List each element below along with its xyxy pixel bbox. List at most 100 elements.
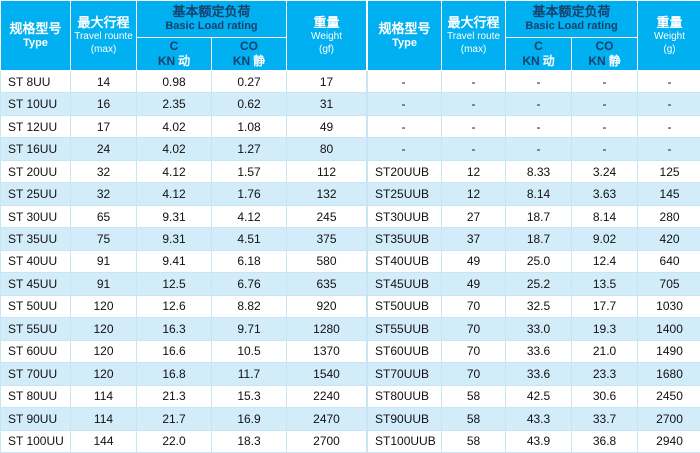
- col-header-travel: 最大行程 Travel rounte (max): [70, 0, 137, 71]
- cell-travel-max: 49: [441, 272, 507, 296]
- cell-type: ST30UUB: [367, 204, 443, 229]
- col-header-travel-en: Travel route: [447, 31, 500, 43]
- cell-co-static: 4.51: [210, 227, 288, 251]
- cell-weight: 1280: [286, 317, 368, 341]
- spec-table-right-body: - - - - - - - - - - - - - - - - - - - - ST20UUB 12 8.33 3.24 125…: [367, 69, 700, 453]
- cell-c-dynamic: 4.02: [136, 137, 212, 161]
- col-header-weight-unit: (gf): [319, 43, 335, 55]
- cell-type: ST100UUB: [367, 429, 443, 453]
- cell-c-dynamic: 9.41: [136, 249, 212, 274]
- col-header-type-en: Type: [392, 36, 417, 49]
- co-label: CO: [240, 39, 258, 53]
- cell-c-dynamic: 21.7: [136, 407, 212, 431]
- cell-c-dynamic: 12.6: [136, 294, 212, 319]
- cell-c-dynamic: 16.6: [136, 339, 212, 364]
- cell-weight: 80: [286, 137, 368, 161]
- cell-weight: 1370: [286, 339, 368, 364]
- cell-type: ST 40UU: [0, 249, 71, 274]
- col-group-basic-load: 基本额定负荷 Basic Load rating: [135, 0, 288, 38]
- cell-weight: 1400: [637, 317, 700, 341]
- cell-type: ST20UUB: [367, 159, 443, 184]
- cell-weight: 17: [286, 69, 368, 94]
- cell-c-dynamic: 33.6: [505, 339, 573, 364]
- cell-type: ST 55UU: [0, 317, 71, 341]
- cell-co-static: 12.4: [571, 249, 639, 274]
- cell-c-dynamic: 12.5: [136, 272, 212, 296]
- cell-type: ST70UUB: [367, 362, 443, 386]
- cell-co-static: 3.24: [571, 159, 639, 184]
- cell-travel-max: 120: [70, 294, 137, 319]
- cell-co-static: 15.3: [210, 384, 288, 409]
- cell-type: ST 35UU: [0, 227, 71, 251]
- cell-weight: -: [637, 92, 700, 116]
- cell-travel-max: 12: [441, 159, 507, 184]
- cell-weight: 132: [286, 182, 368, 206]
- cell-type: -: [367, 69, 443, 94]
- table-row: ST 80UU 114 21.3 15.3 2240: [0, 384, 368, 409]
- cell-travel-max: 70: [441, 362, 507, 386]
- table-row: ST50UUB 70 32.5 17.7 1030: [367, 294, 700, 319]
- cell-weight: -: [637, 137, 700, 161]
- cell-weight: 2700: [637, 407, 700, 431]
- col-header-weight: 重量 Weight (gf): [286, 0, 368, 71]
- co-unit: KN: [588, 54, 606, 68]
- cell-type: -: [367, 137, 443, 161]
- cell-co-static: 9.71: [210, 317, 288, 341]
- cell-c-dynamic: 18.7: [505, 227, 573, 251]
- cell-co-static: 23.3: [571, 362, 639, 386]
- col-header-weight-unit: (g): [663, 43, 676, 55]
- cell-travel-max: 24: [70, 137, 137, 161]
- cell-co-static: 0.27: [210, 69, 288, 94]
- c-cn-suffix: 动: [178, 54, 191, 68]
- cell-weight: 2240: [286, 384, 368, 409]
- table-row: ST30UUB 27 18.7 8.14 280: [367, 204, 700, 229]
- cell-weight: 375: [286, 227, 368, 251]
- cell-type: ST 8UU: [0, 69, 71, 94]
- cell-c-dynamic: 25.0: [505, 249, 573, 274]
- cell-weight: 640: [637, 249, 700, 274]
- cell-co-static: -: [571, 69, 639, 94]
- col-header-travel-max: (max): [460, 43, 487, 55]
- cell-c-dynamic: 9.31: [136, 227, 212, 251]
- col-header-weight-en: Weight: [654, 31, 685, 43]
- cell-c-dynamic: 4.12: [136, 182, 212, 206]
- cell-type: ST 100UU: [0, 429, 71, 453]
- cell-travel-max: 37: [441, 227, 507, 251]
- cell-c-dynamic: 8.33: [505, 159, 573, 184]
- table-row: ST 10UU 16 2.35 0.62 31: [0, 92, 368, 116]
- table-row: ST90UUB 58 43.3 33.7 2700: [367, 407, 700, 431]
- col-header-type: 规格型号 Type: [0, 0, 71, 71]
- cell-travel-max: 58: [441, 407, 507, 431]
- cell-co-static: 9.02: [571, 227, 639, 251]
- table-row: -----: [367, 69, 700, 94]
- cell-travel-max: 91: [70, 272, 137, 296]
- cell-c-dynamic: 18.7: [505, 204, 573, 229]
- cell-travel-max: 49: [441, 249, 507, 274]
- cell-co-static: 1.08: [210, 114, 288, 139]
- col-group-basic-load-en: Basic Load rating: [525, 20, 618, 33]
- table-row: ST60UUB 70 33.6 21.0 1490: [367, 339, 700, 364]
- col-header-travel-max: (max): [90, 43, 117, 55]
- col-header-c-dynamic: C KN 动: [505, 37, 573, 71]
- c-cn-suffix: 动: [542, 54, 555, 68]
- cell-c-dynamic: 8.14: [505, 182, 573, 206]
- cell-weight: 635: [286, 272, 368, 296]
- cell-co-static: 1.27: [210, 137, 288, 161]
- cell-c-dynamic: 43.9: [505, 429, 573, 453]
- cell-c-dynamic: 42.5: [505, 384, 573, 409]
- cell-co-static: 13.5: [571, 272, 639, 296]
- cell-travel-max: 70: [441, 317, 507, 341]
- cell-co-static: 1.76: [210, 182, 288, 206]
- cell-type: ST35UUB: [367, 227, 443, 251]
- cell-weight: 125: [637, 159, 700, 184]
- cell-co-static: 18.3: [210, 429, 288, 453]
- cell-type: ST 80UU: [0, 384, 71, 409]
- col-header-type-zh: 规格型号: [9, 20, 62, 36]
- table-row: ST45UUB 49 25.2 13.5 705: [367, 272, 700, 296]
- cell-type: ST 16UU: [0, 137, 71, 161]
- cell-travel-max: 144: [70, 429, 137, 453]
- cell-travel-max: 16: [70, 92, 137, 116]
- cell-type: ST25UUB: [367, 182, 443, 206]
- table-row: -----: [367, 92, 700, 116]
- col-header-weight-en: Weight: [311, 31, 342, 43]
